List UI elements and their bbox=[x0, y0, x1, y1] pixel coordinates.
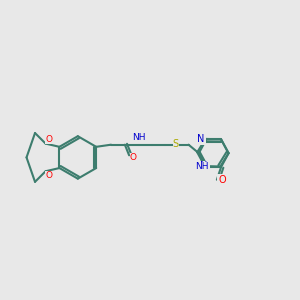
Text: O: O bbox=[218, 175, 226, 185]
Text: N: N bbox=[200, 161, 208, 171]
Text: N: N bbox=[197, 133, 205, 143]
Text: N: N bbox=[197, 134, 205, 144]
Text: O: O bbox=[45, 171, 52, 180]
Text: O: O bbox=[130, 153, 137, 162]
Text: H: H bbox=[197, 164, 203, 172]
Text: NH: NH bbox=[132, 133, 146, 142]
Text: S: S bbox=[173, 139, 179, 148]
Text: O: O bbox=[45, 135, 52, 144]
Text: NH: NH bbox=[195, 163, 209, 172]
